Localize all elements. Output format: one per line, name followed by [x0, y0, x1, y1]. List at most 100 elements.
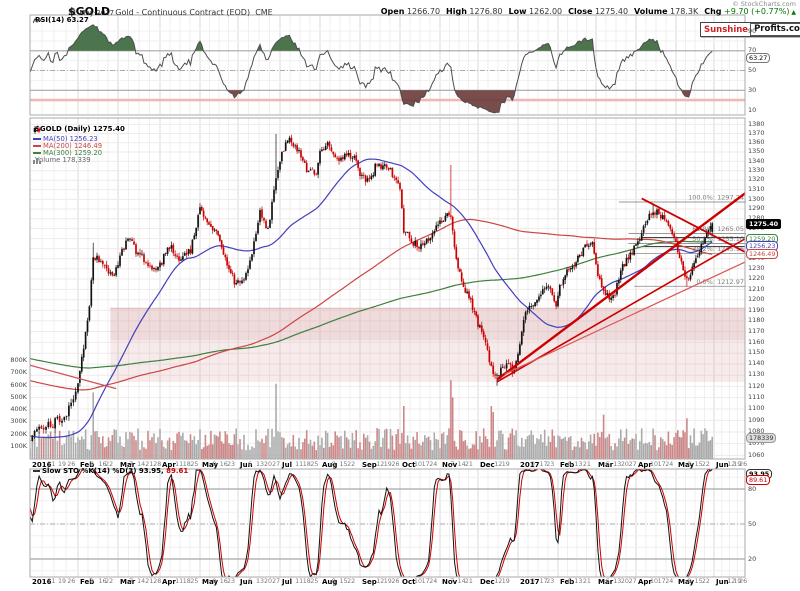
date-day-label: 13	[256, 578, 265, 585]
rsi-value: 63.27	[66, 16, 89, 24]
price-tick-label: 1340	[748, 156, 765, 165]
date-day-label: 12	[727, 578, 736, 585]
date-day-label: 8	[331, 461, 336, 468]
date-month-label: May	[678, 460, 695, 469]
chart-date: 31-May-2017	[68, 9, 115, 17]
ma200-legend: MA(200) 1246.49	[33, 143, 102, 150]
main-legend-title: $GOLD (Daily) 1275.40	[35, 125, 125, 133]
price-tick-label: 1100	[748, 404, 765, 413]
ma50-line-icon	[33, 138, 41, 140]
price-tick-label: 1330	[748, 165, 765, 174]
date-day-label: 10	[414, 461, 423, 468]
volume-tick-label: 400K	[10, 405, 27, 414]
date-day-label: 24	[429, 578, 438, 585]
price-tick-label: 1290	[748, 204, 765, 213]
date-day-label: 14	[137, 461, 146, 468]
date-day-label: 8	[89, 578, 94, 585]
price-tick-label: 1150	[748, 348, 765, 357]
date-day-label: 8	[687, 578, 692, 585]
date-day-label: 22	[701, 461, 710, 468]
date-day-label: 16	[98, 578, 107, 585]
date-month-label: May	[678, 577, 695, 586]
date-day-label: 18	[182, 578, 191, 585]
date-month-label: Mar	[598, 577, 614, 586]
date-day-label: 17	[657, 578, 666, 585]
date-day-label: 21	[145, 578, 154, 585]
date-day-label: 20	[264, 578, 273, 585]
sto-d-value: 89.61	[166, 467, 189, 475]
volume-legend-text: Volume 178,339	[35, 156, 91, 164]
instrument-name: Gold - Continuous Contract (EOD)	[115, 8, 251, 17]
date-day-label: 20	[264, 461, 273, 468]
date-day-label: 12	[494, 578, 503, 585]
date-day-label: 23	[227, 461, 236, 468]
ma50-legend: MA(50) 1256.23	[33, 136, 98, 143]
date-month-label: Oct	[402, 577, 416, 586]
date-day-label: 19	[501, 578, 510, 585]
quote-value: 178.3K	[667, 7, 699, 16]
price-tick-label: 1380	[748, 119, 765, 128]
price-tick-label: 1090	[748, 415, 765, 424]
fib-label: 0.0%: 1212.97	[696, 278, 744, 286]
price-tick-label: 1140	[748, 359, 765, 368]
date-month-label: Feb	[80, 460, 95, 469]
price-tick-label: 1120	[748, 381, 765, 390]
date-day-label: 6	[567, 461, 572, 468]
ticker-symbol: $GOLD	[68, 5, 111, 18]
ma200-legend-text: MA(200) 1246.49	[43, 142, 103, 150]
date-day-label: 7	[450, 578, 455, 585]
quote-label: High	[446, 7, 467, 16]
date-month-label: Nov	[442, 460, 458, 469]
date-day-label: 12	[494, 461, 503, 468]
date-day-label: 19	[501, 461, 510, 468]
date-day-label: 14	[457, 461, 466, 468]
sto-line-icon	[33, 470, 40, 472]
logo-sunshine: Sunshine	[704, 24, 749, 35]
rsi-tick-label: 70	[748, 46, 757, 55]
vol-current-box: 178339	[746, 432, 777, 443]
date-day-label: 27	[272, 578, 281, 585]
date-day-label: 15	[694, 578, 703, 585]
date-day-label: 26	[391, 461, 400, 468]
date-day-label: 9	[530, 578, 535, 585]
date-day-label: 21	[464, 578, 473, 585]
date-month-label: Feb	[560, 577, 575, 586]
date-day-label: 19	[383, 461, 392, 468]
date-day-label: 19	[58, 578, 67, 585]
quote-value: 1262.00	[526, 7, 563, 16]
date-day-label: 17	[657, 461, 666, 468]
date-day-label: 17	[539, 461, 548, 468]
price-tick-label: 1300	[748, 194, 765, 203]
date-day-label: 13	[613, 578, 622, 585]
rsi-current-box: 63.27	[746, 53, 771, 64]
date-day-label: 6	[605, 578, 610, 585]
date-day-label: 11	[175, 578, 184, 585]
volume-tick-label: 700K	[10, 368, 27, 377]
date-month-label: Mar	[120, 460, 136, 469]
date-month-label: Feb	[80, 577, 95, 586]
date-day-label: 24	[665, 578, 674, 585]
date-day-label: 24	[665, 461, 674, 468]
quote-value: 1266.70	[404, 7, 441, 16]
date-month-label: Aug	[322, 460, 338, 469]
date-month-label: 2016	[32, 577, 52, 586]
date-month-label: Dec	[480, 460, 495, 469]
date-month-label: Jun	[716, 577, 729, 586]
date-day-label: 26	[739, 578, 748, 585]
price-tick-label: 1160	[748, 337, 765, 346]
price-tick-label: 1350	[748, 147, 765, 156]
sto-legend: Slow STO %K(14) %D(3) 93.95, 89.61	[33, 468, 188, 475]
date-day-label: 26	[391, 578, 400, 585]
date-month-label: 2016	[32, 460, 52, 469]
date-day-label: 22	[347, 578, 356, 585]
volume-tick-label: 800K	[10, 356, 27, 364]
date-month-label: May	[202, 460, 219, 469]
volume-tick-label: 600K	[10, 380, 27, 389]
date-day-label: 25	[190, 578, 199, 585]
date-day-label: 28	[153, 461, 162, 468]
date-day-label: 22	[347, 461, 356, 468]
date-day-label: 23	[546, 461, 555, 468]
date-day-label: 25	[310, 461, 319, 468]
sto-tick-label: 50	[748, 519, 757, 528]
